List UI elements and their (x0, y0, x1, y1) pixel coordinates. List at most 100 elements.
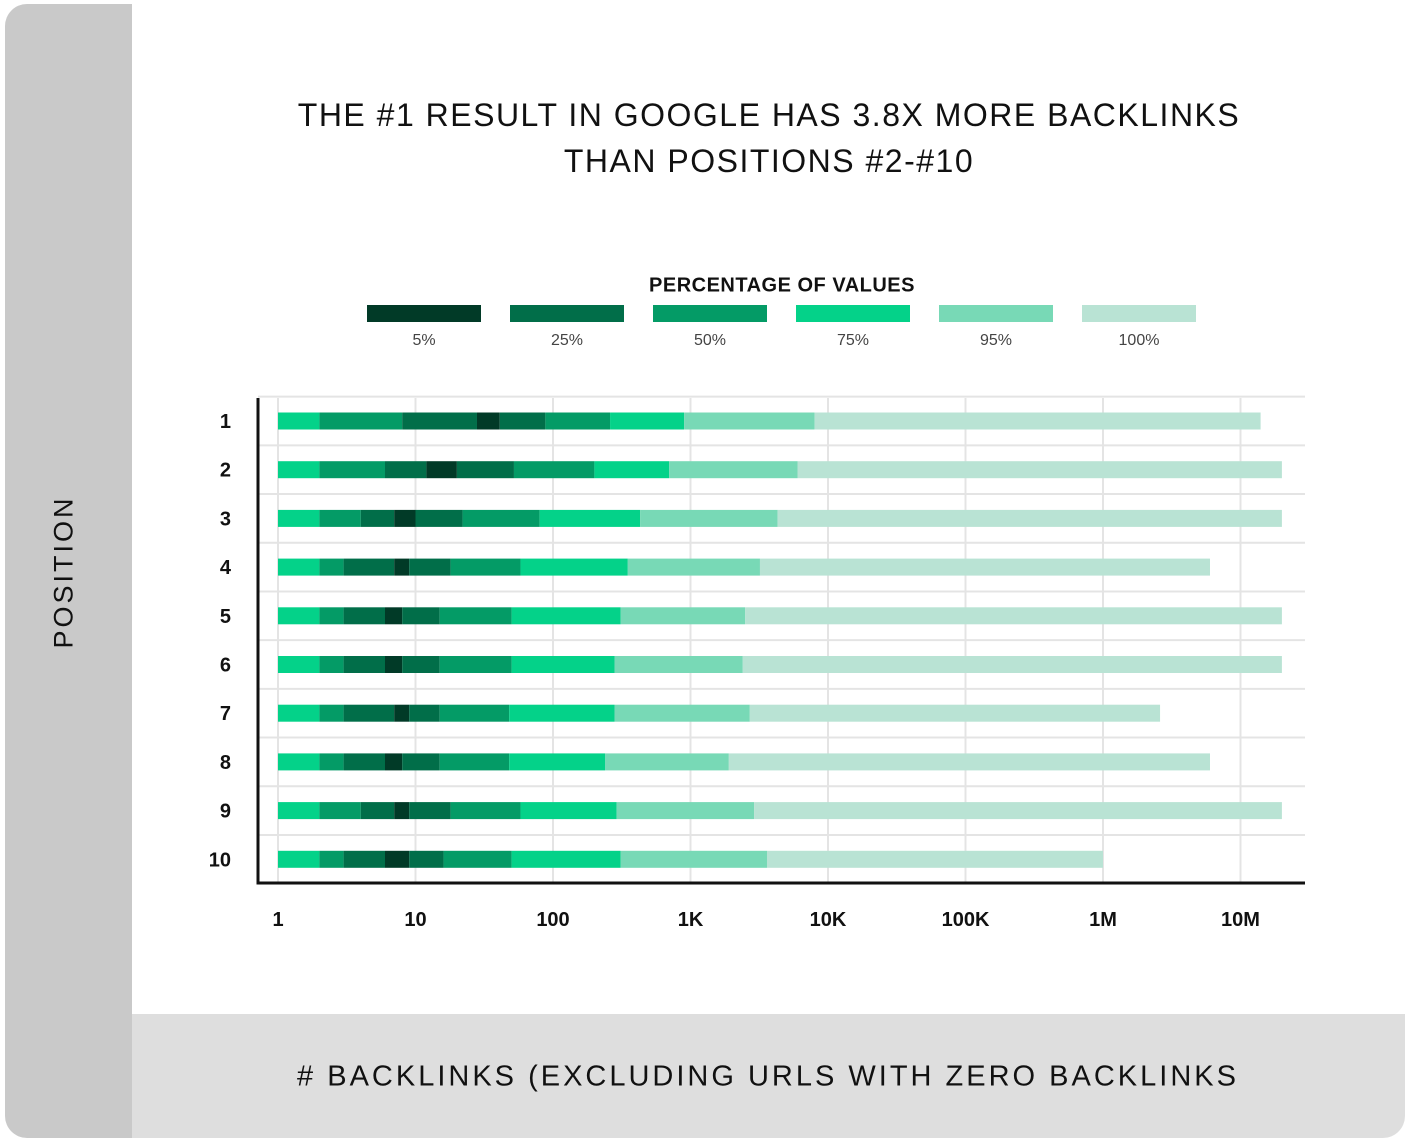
legend-label: 5% (412, 332, 435, 349)
y-tick-label: 3 (220, 508, 231, 530)
bar-segment (749, 704, 1161, 722)
bar-segment (509, 753, 606, 771)
bar-segment (360, 509, 395, 527)
bar-segment (509, 704, 615, 722)
bar-segment (319, 704, 344, 722)
x-tick-label: 1M (1089, 909, 1117, 931)
bar-segment (520, 558, 628, 576)
bar-segment (594, 461, 670, 479)
bar-segment (278, 802, 320, 820)
legend-entry: 75% (796, 305, 910, 349)
legend-label: 75% (837, 332, 869, 349)
bar-segment (640, 509, 778, 527)
bar-segment (278, 607, 320, 625)
bar-segment (462, 509, 540, 527)
bar-segment (777, 509, 1282, 527)
bar-segment (545, 412, 611, 430)
bar-segment (627, 558, 760, 576)
bar-segment (684, 412, 815, 430)
y-tick-label: 2 (220, 460, 231, 482)
bar-row-position-2 (278, 461, 1282, 479)
bar-segment (278, 509, 320, 527)
x-tick-label: 10K (810, 909, 847, 931)
bar-segment (745, 607, 1282, 625)
bar-segment (278, 558, 320, 576)
bar-segment (499, 412, 546, 430)
bar-segment (343, 850, 385, 868)
bar-row-position-5 (278, 607, 1282, 625)
bar-segment (343, 704, 395, 722)
legend-label: 50% (694, 332, 726, 349)
y-tick-label: 9 (220, 801, 231, 823)
legend-entry: 25% (510, 305, 624, 349)
bar-segment (384, 656, 403, 673)
bar-segment (426, 461, 457, 479)
chart-title: THE #1 RESULT IN GOOGLE HAS 3.8X MORE BA… (209, 92, 1329, 184)
bar-segment (319, 509, 361, 527)
legend-entry: 100% (1082, 305, 1196, 349)
legend-swatch (939, 305, 1053, 322)
bar-segment (620, 607, 746, 625)
bar-segment (520, 802, 617, 820)
bar-segment (814, 412, 1261, 430)
y-axis-label-band (5, 4, 132, 1138)
bar-row-position-10 (278, 850, 1103, 868)
legend-title: PERCENTAGE OF VALUES (649, 274, 915, 297)
legend-label: 25% (551, 332, 583, 349)
bars (278, 412, 1282, 868)
y-tick-label: 6 (220, 655, 231, 677)
bar-segment (439, 753, 510, 771)
bar-segment (409, 704, 440, 722)
bar-segment (360, 802, 395, 820)
bar-segment (319, 461, 385, 479)
legend-entry: 95% (939, 305, 1053, 349)
bar-segment (614, 656, 743, 673)
bar-segment (759, 558, 1210, 576)
bar-segment (450, 802, 521, 820)
bar-segment (742, 656, 1282, 673)
legend-swatch (796, 305, 910, 322)
legend-entry: 50% (653, 305, 767, 349)
bar-segment (394, 509, 416, 527)
x-tick-label: 10M (1221, 909, 1260, 931)
bar-segment (409, 558, 451, 576)
bar-segment (539, 509, 641, 527)
bar-segment (797, 461, 1282, 479)
bar-segment (319, 753, 344, 771)
bar-segment (278, 704, 320, 722)
chart-title-line-1: THE #1 RESULT IN GOOGLE HAS 3.8X MORE BA… (297, 97, 1241, 133)
legend: 5% 25% 50% 75% 95% 100% (367, 305, 1196, 349)
bar-segment (319, 607, 344, 625)
bar-segment (415, 509, 463, 527)
bar-segment (384, 753, 403, 771)
x-tick-label: 100K (942, 909, 990, 931)
legend-swatch (1082, 305, 1196, 322)
y-tick-label: 1 (220, 411, 231, 433)
bar-segment (616, 802, 755, 820)
bar-segment (620, 850, 767, 868)
bar-segment (394, 802, 410, 820)
axes (256, 398, 1305, 885)
bar-segment (278, 656, 320, 673)
y-tick-label: 5 (220, 606, 231, 628)
bar-segment (402, 656, 440, 673)
bar-segment (439, 607, 512, 625)
bar-segment (384, 850, 410, 868)
x-tick-label: 100 (536, 909, 569, 931)
bar-segment (319, 802, 361, 820)
y-tick-label: 8 (220, 752, 231, 774)
x-axis-label-band (132, 1014, 1405, 1138)
bar-segment (511, 607, 621, 625)
bar-row-position-3 (278, 509, 1282, 527)
bar-segment (402, 412, 477, 430)
bar-row-position-4 (278, 558, 1210, 576)
x-axis-label: # BACKLINKS (EXCLUDING URLS WITH ZERO BA… (297, 1060, 1239, 1093)
bar-segment (278, 850, 320, 868)
bar-row-position-9 (278, 802, 1282, 820)
bar-segment (278, 461, 320, 479)
bar-segment (402, 607, 440, 625)
bar-segment (343, 558, 395, 576)
bar-segment (450, 558, 521, 576)
bar-segment (728, 753, 1210, 771)
